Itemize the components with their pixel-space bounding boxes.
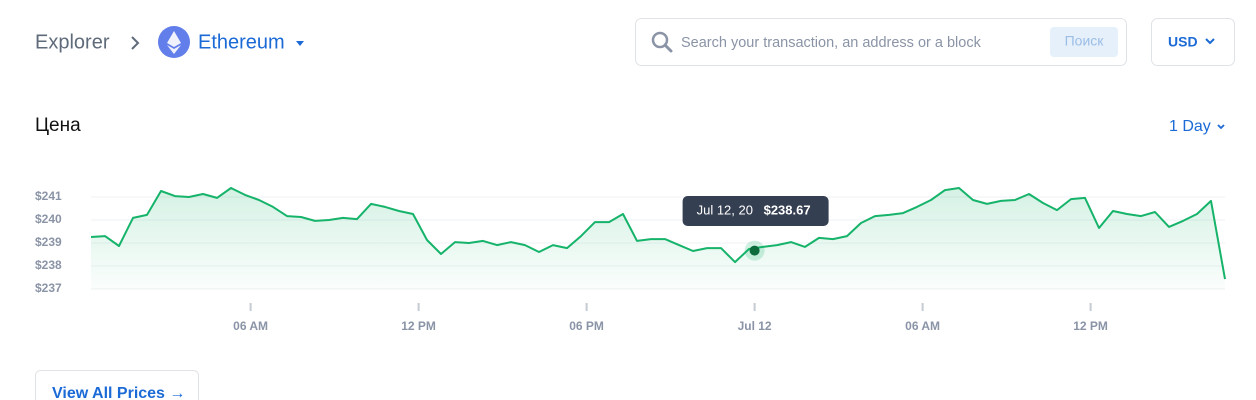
range-caret — [1217, 124, 1225, 130]
search-placeholder[interactable]: Search your transaction, an address or a… — [681, 35, 982, 51]
x-tick-label: 12 PM — [1073, 319, 1108, 333]
chart-title: Цена — [35, 115, 81, 136]
search-icon — [651, 31, 669, 49]
range-selector[interactable]: 1 Day — [1169, 118, 1211, 135]
currency-label[interactable]: USD — [1168, 34, 1198, 50]
price-line — [90, 187, 1226, 280]
view-all-label[interactable]: View All Prices → — [52, 385, 185, 400]
eth-logo — [167, 31, 181, 54]
tooltip — [682, 196, 829, 226]
y-tick-label: $241 — [35, 189, 62, 203]
search-button[interactable] — [1050, 27, 1118, 57]
x-tick-label: 06 PM — [569, 319, 604, 333]
y-tick-label: $239 — [35, 235, 62, 249]
hover-point — [749, 245, 760, 256]
search-box[interactable] — [635, 18, 1127, 66]
x-tick-label: 06 AM — [905, 319, 940, 333]
x-tick-label: 12 PM — [401, 319, 436, 333]
currency-selector[interactable] — [1151, 18, 1235, 66]
search-button-label[interactable]: Поиск — [1065, 33, 1105, 49]
y-tick-label: $237 — [35, 281, 62, 295]
area — [91, 188, 1225, 289]
network-caret — [296, 41, 304, 46]
y-tick-label: $238 — [35, 258, 62, 272]
chart: $237 $238 $239 $240 $241 06 AM 12 PM 06 PM Jul 1… — [35, 187, 1226, 333]
tooltip-date: Jul 12, 20 — [697, 202, 753, 217]
breadcrumb-separator — [131, 36, 140, 50]
view-all-button[interactable] — [35, 370, 199, 400]
breadcrumb[interactable]: Explorer — [35, 31, 110, 53]
x-tick-label: Jul 12 — [738, 319, 772, 333]
currency-caret — [1205, 38, 1215, 45]
network-selector[interactable]: Ethereum — [198, 31, 285, 53]
y-tick-label: $240 — [35, 212, 62, 226]
search-icon-handle — [663, 43, 673, 53]
tooltip-value: $238.67 — [764, 202, 811, 217]
x-tick-label: 06 AM — [233, 319, 268, 333]
